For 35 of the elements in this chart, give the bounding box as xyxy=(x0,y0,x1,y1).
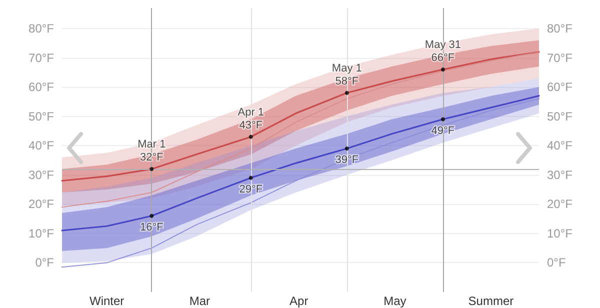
y-tick-label: 80°F xyxy=(28,21,54,36)
annotation: 32°F xyxy=(140,152,164,164)
annotation: Mar 1 xyxy=(138,138,166,151)
y2-tick-label: 70°F xyxy=(547,50,572,65)
y2-tick-label: 20°F xyxy=(547,197,572,212)
x-tick-label: Summer xyxy=(468,294,514,308)
annotation: 39°F xyxy=(335,154,359,166)
annotation: 49°F xyxy=(431,124,455,137)
y-tick-label: 30°F xyxy=(28,168,54,182)
annotation: 66°F xyxy=(431,52,455,64)
annotation: 43°F xyxy=(239,119,263,132)
y-tick-label: 0°F xyxy=(35,256,54,270)
y-tick-label: 70°F xyxy=(28,50,54,65)
annotation: 29°F xyxy=(239,183,263,196)
y-tick-label: 50°F xyxy=(28,109,54,124)
x-tick-label: Mar xyxy=(189,294,210,308)
y-tick-label: 40°F xyxy=(28,138,54,153)
annotation: 58°F xyxy=(335,75,359,88)
x-tick-label: May xyxy=(384,294,406,308)
y2-tick-label: 40°F xyxy=(547,138,572,153)
annotation: 16°F xyxy=(140,221,164,234)
annotation: May 31 xyxy=(424,38,461,51)
annotation: Apr 1 xyxy=(238,106,264,118)
y2-tick-label: 80°F xyxy=(547,21,572,36)
annotation: May 1 xyxy=(332,62,362,74)
y2-tick-label: 30°F xyxy=(547,168,572,182)
x-tick-label: Winter xyxy=(89,294,124,308)
y2-tick-label: 60°F xyxy=(547,80,572,94)
y-tick-label: 20°F xyxy=(28,197,54,212)
y-tick-label: 10°F xyxy=(28,226,54,240)
y2-tick-label: 0°F xyxy=(547,256,566,270)
y2-tick-label: 50°F xyxy=(547,109,572,124)
x-tick-label: Apr xyxy=(290,294,308,308)
y2-tick-label: 10°F xyxy=(547,226,572,240)
y-tick-label: 60°F xyxy=(28,80,54,94)
